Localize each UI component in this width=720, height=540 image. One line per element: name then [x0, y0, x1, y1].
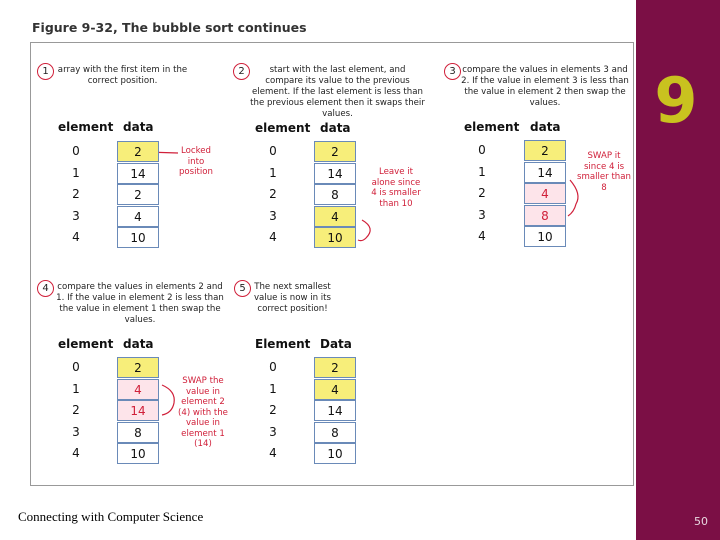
step-text: compare the values in elements 3 and 2. … [461, 65, 629, 108]
data-cell: 2 [524, 140, 566, 161]
element-index: 4 [269, 446, 277, 460]
step-text: The next smallest value is now in its co… [253, 282, 332, 314]
column-header: Element [255, 337, 311, 351]
element-index: 2 [72, 403, 80, 417]
bracket [567, 179, 579, 217]
element-index: 0 [72, 360, 80, 374]
data-cell: 10 [314, 227, 356, 248]
element-index: 0 [72, 144, 80, 158]
data-cell: 8 [524, 204, 566, 226]
element-index: 1 [269, 165, 277, 180]
data-cell: 2 [117, 141, 159, 162]
step-number: 5 [234, 280, 251, 297]
element-index: 2 [478, 186, 486, 200]
column-header: element [255, 121, 311, 135]
data-cell: 10 [314, 443, 356, 464]
element-index: 1 [269, 381, 277, 396]
element-index: 1 [72, 165, 80, 180]
element-index: 4 [72, 446, 80, 460]
data-cell: 10 [117, 227, 159, 248]
element-index: 3 [478, 207, 486, 222]
data-cell: 2 [117, 184, 159, 205]
element-index: 2 [269, 187, 277, 201]
element-index: 2 [269, 403, 277, 417]
element-index: 1 [72, 381, 80, 396]
element-index: 3 [72, 424, 80, 439]
data-cell: 10 [524, 226, 566, 247]
column-header: element [58, 337, 114, 351]
step-text: array with the first item in the correct… [57, 65, 188, 86]
data-cell: 2 [314, 357, 356, 378]
column-header: element [58, 120, 114, 134]
figure-frame [30, 42, 634, 486]
figure-title: Figure 9-32, The bubble sort continues [32, 20, 307, 35]
column-header: data [123, 337, 154, 351]
data-cell: 14 [314, 162, 356, 184]
annotation: Leave it alone since 4 is smaller than 1… [371, 167, 421, 209]
element-index: 4 [269, 230, 277, 244]
data-cell: 14 [314, 400, 356, 421]
element-index: 3 [72, 208, 80, 223]
column-header: data [320, 121, 351, 135]
data-cell: 14 [524, 161, 566, 183]
data-cell: 4 [314, 378, 356, 400]
column-header: data [123, 120, 154, 134]
data-cell: 10 [117, 443, 159, 464]
element-index: 0 [269, 360, 277, 374]
side-bar [636, 0, 720, 540]
data-cell: 4 [117, 205, 159, 227]
step-text: compare the values in elements 2 and 1. … [56, 282, 224, 325]
element-index: 3 [269, 208, 277, 223]
page-number: 50 [694, 515, 708, 528]
data-cell: 2 [117, 357, 159, 378]
step-number: 4 [37, 280, 54, 297]
data-cell: 8 [117, 421, 159, 443]
step-number: 2 [233, 63, 250, 80]
bracket [357, 219, 371, 242]
column-header: Data [320, 337, 352, 351]
bracket [161, 384, 175, 416]
data-cell: 14 [117, 162, 159, 184]
element-index: 1 [478, 164, 486, 179]
step-number: 1 [37, 63, 54, 80]
column-header: element [464, 120, 520, 134]
data-cell: 4 [524, 183, 566, 204]
element-index: 4 [72, 230, 80, 244]
element-index: 3 [269, 424, 277, 439]
column-header: data [530, 120, 561, 134]
data-cell: 4 [117, 378, 159, 400]
chapter-badge: 9 [654, 64, 698, 137]
annotation: Locked into position [178, 146, 214, 177]
annotation: SWAP the value in element 2 (4) with the… [178, 376, 228, 449]
data-cell: 8 [314, 421, 356, 443]
footer-text: Connecting with Computer Science [18, 509, 204, 524]
element-index: 0 [478, 143, 486, 157]
annotation: SWAP it since 4 is smaller than 8 [577, 151, 631, 193]
data-cell: 4 [314, 205, 356, 227]
step-text: start with the last element, and compare… [250, 65, 425, 119]
element-index: 4 [478, 229, 486, 243]
element-index: 2 [72, 187, 80, 201]
element-index: 0 [269, 144, 277, 158]
data-cell: 14 [117, 400, 159, 421]
data-cell: 8 [314, 184, 356, 205]
step-number: 3 [444, 63, 461, 80]
data-cell: 2 [314, 141, 356, 162]
